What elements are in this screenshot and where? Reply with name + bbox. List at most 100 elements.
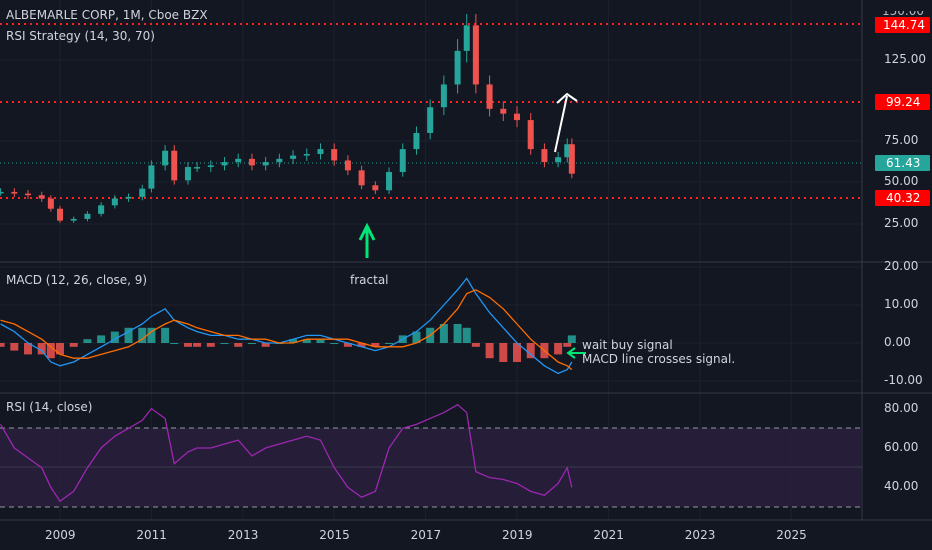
candles-group xyxy=(0,14,575,223)
price-tag-144 xyxy=(875,17,930,33)
macd-tick-0.00: 0.00 xyxy=(884,335,911,349)
symbol-title: ALBEMARLE CORP, 1M, Cboe BZX xyxy=(6,8,208,22)
macd-tick-20.00: 20.00 xyxy=(884,259,919,273)
candle-body xyxy=(184,167,191,181)
macd-cross-arrow-icon xyxy=(566,347,586,359)
macd-histogram-bar xyxy=(37,343,46,355)
x-tick-2017: 2017 xyxy=(410,528,442,542)
macd-histogram-bar xyxy=(462,327,471,343)
macd-histogram-bar xyxy=(124,327,133,343)
candle-body xyxy=(317,149,324,154)
macd-histogram-bar xyxy=(563,343,572,347)
x-tick-2011: 2011 xyxy=(136,528,167,542)
candle-body xyxy=(171,150,178,181)
wait-buy-label: wait buy signal xyxy=(582,338,673,352)
candle-body xyxy=(98,205,105,214)
macd-histogram-bar xyxy=(0,343,5,347)
macd-histogram-bar xyxy=(357,343,366,347)
macd-histogram-bar xyxy=(261,343,270,347)
macd-histogram-bar xyxy=(46,343,55,359)
candle-body xyxy=(139,188,146,197)
price-tick-125.00: 125.00 xyxy=(884,52,926,66)
candle-body xyxy=(125,196,132,199)
x-tick-2015: 2015 xyxy=(319,528,350,542)
rsi-tick-40.00: 40.00 xyxy=(884,479,919,494)
price-axis[interactable] xyxy=(875,17,930,206)
macd-histogram-bar xyxy=(138,327,147,343)
candle-body xyxy=(514,113,520,121)
candle-body xyxy=(290,155,297,159)
macd-histogram-bar xyxy=(56,343,64,355)
price-tick-50.00: 50.00 xyxy=(884,174,919,188)
candle-body xyxy=(344,160,351,171)
x-tick-2019: 2019 xyxy=(502,528,533,542)
x-tick-2021: 2021 xyxy=(593,528,624,542)
macd-histogram-bar xyxy=(412,331,421,343)
candle-body xyxy=(564,144,571,158)
candle-body xyxy=(463,25,470,51)
macd-group xyxy=(0,277,576,375)
candle-body xyxy=(25,193,32,196)
macd-histogram-bar xyxy=(183,343,192,347)
price-tick-25.00: 25.00 xyxy=(884,216,919,230)
macd-histogram-bar xyxy=(289,339,298,343)
macd-cross-label: MACD line crosses signal. xyxy=(582,352,736,366)
macd-histogram-bar xyxy=(110,331,119,343)
candle-body xyxy=(194,167,201,169)
candle-body xyxy=(372,185,379,191)
rsi-tick-60.00: 60.00 xyxy=(884,440,919,454)
macd-histogram-bar xyxy=(330,343,339,344)
rsi-legend: RSI (14, close) xyxy=(6,400,93,414)
fractal-label: fractal xyxy=(350,273,389,287)
candle-body xyxy=(500,108,507,114)
macd-histogram-bar xyxy=(234,343,243,347)
candle-body xyxy=(84,213,91,219)
macd-histogram-bar xyxy=(371,343,380,347)
price-tag-last xyxy=(875,155,930,171)
macd-histogram-bar xyxy=(10,343,19,351)
macd-histogram-bar xyxy=(302,339,311,343)
macd-tick--10.00: -10.00 xyxy=(884,373,923,387)
macd-histogram-bar xyxy=(471,343,480,347)
candle-body xyxy=(207,165,214,168)
candle-body xyxy=(386,172,393,191)
candle-body xyxy=(399,149,406,173)
macd-series-signal xyxy=(0,289,573,371)
macd-histogram-bar xyxy=(385,343,394,344)
macd-histogram-bar xyxy=(343,343,352,347)
macd-histogram-bar xyxy=(485,343,494,359)
candle-body xyxy=(276,158,283,163)
price-tag-last-text: 61.43 xyxy=(886,156,921,170)
macd-histogram-bar xyxy=(69,343,78,347)
macd-histogram-bar xyxy=(316,339,325,343)
candle-body xyxy=(70,218,77,221)
macd-histogram-bar xyxy=(554,343,563,355)
candle-body xyxy=(331,149,338,161)
candle-body xyxy=(541,149,548,163)
candle-body xyxy=(472,25,479,85)
candle-body xyxy=(486,84,493,109)
candle-body xyxy=(427,107,434,133)
candle-body xyxy=(413,132,420,150)
candle-body xyxy=(111,198,118,206)
candle-body xyxy=(248,158,255,166)
price-tag-40 xyxy=(875,190,930,206)
macd-legend: MACD (12, 26, close, 9) xyxy=(6,273,148,287)
candle-body xyxy=(162,150,169,166)
macd-histogram-bar xyxy=(220,343,229,344)
macd-histogram-bar xyxy=(453,324,462,343)
macd-histogram-bar xyxy=(161,327,170,343)
macd-histogram-bar xyxy=(513,343,521,362)
projection-arrow-icon xyxy=(554,92,578,153)
macd-histogram-bar xyxy=(170,343,179,344)
candle-body xyxy=(0,191,4,194)
price-tag-99-text: 99.24 xyxy=(886,95,921,109)
candle-body xyxy=(358,170,365,186)
candle-body xyxy=(57,208,63,221)
fractal-arrow-icon xyxy=(358,222,376,258)
candle-body xyxy=(11,191,18,194)
strategy-legend: RSI Strategy (14, 30, 70) xyxy=(6,29,155,43)
price-tag-40-text: 40.32 xyxy=(886,191,921,205)
x-tick-2023: 2023 xyxy=(684,528,716,542)
